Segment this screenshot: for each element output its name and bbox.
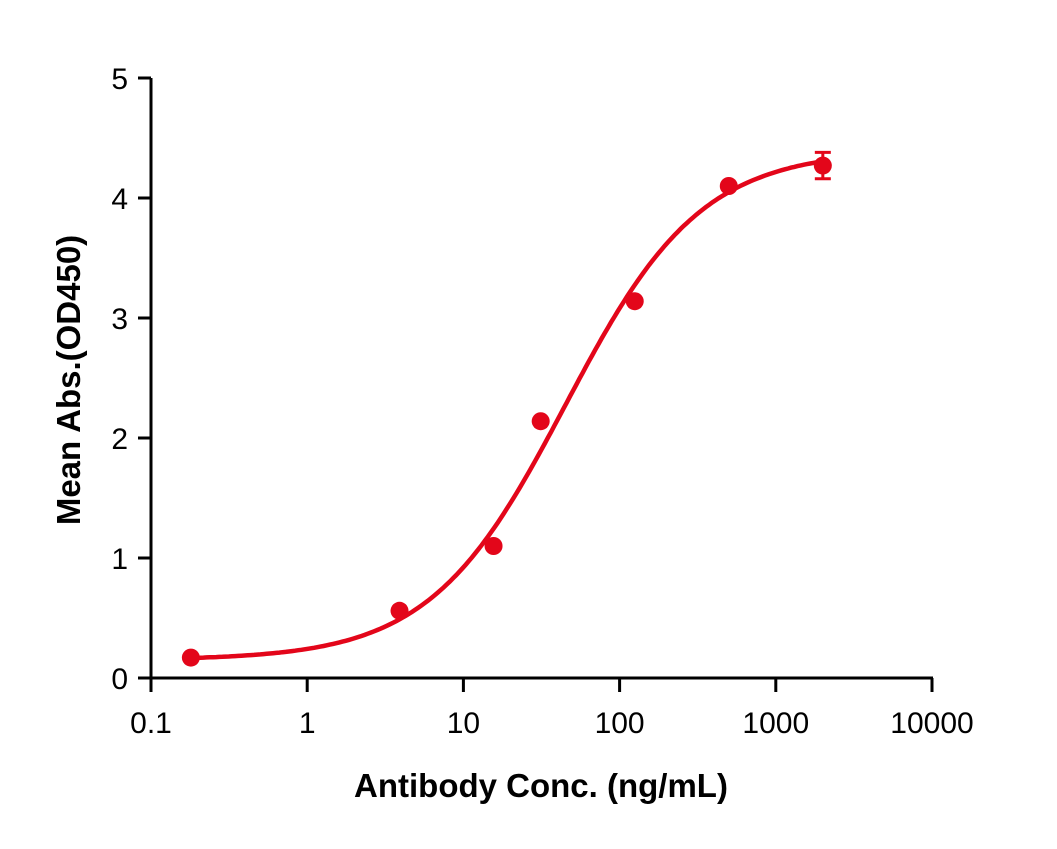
x-axis: 0.1 1 10 100 1000 10000 (130, 676, 974, 740)
y-tick-label: 0 (111, 663, 128, 696)
x-tick-label: 10000 (890, 707, 973, 740)
y-tick-label: 3 (111, 303, 128, 336)
y-tick-label: 4 (111, 183, 128, 216)
data-point (484, 537, 503, 555)
data-point (719, 177, 738, 195)
x-tick-label: 100 (595, 707, 645, 740)
x-tick-label: 10 (447, 707, 480, 740)
x-tick-label: 1 (299, 707, 316, 740)
data-point (181, 648, 200, 667)
y-tick-label: 5 (111, 63, 128, 96)
fit-curve (188, 158, 826, 661)
y-tick-label: 2 (111, 423, 128, 456)
y-tick-label: 1 (111, 543, 128, 576)
y-axis: 0 1 2 3 4 5 (111, 63, 153, 696)
data-points (181, 150, 832, 667)
data-point (625, 292, 644, 311)
y-axis-title: Mean Abs.(OD450) (50, 235, 87, 525)
x-tick-label: 1000 (742, 707, 809, 740)
data-point (531, 412, 550, 431)
x-tick-label: 0.1 (130, 707, 172, 740)
data-point (813, 150, 832, 181)
data-point (390, 601, 409, 620)
x-axis-title: Antibody Conc. (ng/mL) (354, 767, 728, 804)
